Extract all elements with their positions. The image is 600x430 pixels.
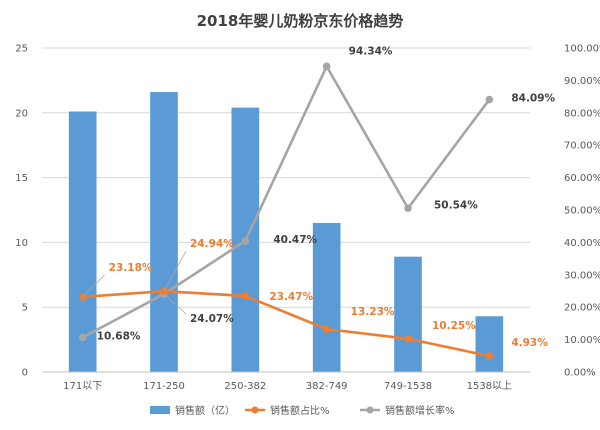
lines	[78, 62, 494, 360]
growth-leader	[163, 293, 187, 315]
share-leader	[82, 274, 105, 298]
x-tick-label: 749-1538	[384, 381, 432, 392]
share-data-label: 13.23%	[351, 306, 395, 318]
share-point	[241, 292, 250, 300]
y2-tick-label: 60.00%	[564, 173, 600, 184]
y2-tick-label: 40.00%	[564, 238, 600, 249]
x-tick-label: 382-749	[306, 381, 348, 392]
share-data-label: 4.93%	[511, 337, 548, 349]
legend: 销售额（亿） 销售额占比% 销售额增长率%	[150, 404, 455, 417]
share-data-label: 23.18%	[109, 262, 153, 274]
growth-data-label: 94.34%	[349, 45, 393, 57]
legend-marker	[251, 406, 259, 414]
x-tick-label: 171-250	[143, 381, 185, 392]
x-tick-label: 250-382	[224, 381, 266, 392]
growth-data-label: 10.68%	[97, 330, 141, 342]
legend-marker	[366, 406, 374, 414]
y2-tick-label: 90.00%	[564, 76, 600, 87]
growth-point	[404, 204, 412, 213]
share-data-label: 23.47%	[269, 291, 313, 303]
bar	[150, 92, 178, 373]
x-tick-label: 171以下	[63, 381, 102, 392]
y2-tick-label: 0.00%	[564, 368, 596, 379]
share-point	[404, 334, 412, 343]
legend-swatch	[150, 406, 170, 414]
growth-point	[322, 62, 331, 71]
bar	[394, 256, 422, 372]
y-axis-left: 0 5 10 15 20 25	[15, 44, 28, 379]
growth-data-label: 40.47%	[273, 234, 317, 246]
y2-tick-label: 70.00%	[564, 141, 600, 152]
y-tick-label: 25	[15, 44, 28, 55]
y-tick-label: 20	[15, 108, 28, 119]
y2-tick-label: 10.00%	[564, 335, 600, 346]
x-axis: 171以下 171-250 250-382 382-749 749-1538 1538以上	[42, 371, 530, 392]
legend-label: 销售额增长率%	[385, 404, 455, 417]
growth-point	[241, 237, 250, 245]
legend-label: 销售额（亿）	[175, 404, 235, 417]
y-tick-label: 15	[15, 173, 28, 184]
bar	[475, 316, 504, 372]
chart-title: 2018年婴儿奶粉京东价格趋势	[197, 12, 404, 30]
share-data-label: 24.94%	[190, 238, 234, 250]
data-labels: 23.18% 24.94% 23.47% 13.23% 10.25% 4.93% 10.68…	[82, 45, 556, 349]
bar	[312, 222, 341, 372]
growth-data-label: 50.54%	[434, 199, 478, 211]
y-tick-label: 0	[22, 368, 28, 379]
share-line	[82, 289, 490, 358]
growth-line	[82, 65, 491, 339]
growth-point	[485, 95, 494, 104]
legend-label: 销售额占比%	[270, 404, 330, 417]
y-tick-label: 10	[15, 238, 28, 249]
share-leader	[163, 251, 187, 292]
y2-tick-label: 80.00%	[564, 108, 600, 119]
share-point	[485, 352, 494, 360]
growth-point	[78, 333, 87, 342]
y-tick-label: 5	[22, 303, 28, 314]
y-axis-right: 0.00% 10.00% 20.00% 30.00% 40.00% 50.00% 60.00…	[564, 44, 600, 379]
share-data-label: 10.25%	[432, 320, 476, 332]
x-tick-label: 1538以上	[467, 380, 512, 392]
growth-data-label: 24.07%	[190, 313, 234, 325]
y2-tick-label: 20.00%	[564, 303, 600, 314]
growth-data-label: 84.09%	[511, 93, 555, 105]
y2-tick-label: 30.00%	[564, 270, 600, 281]
bar	[68, 111, 97, 372]
y2-tick-label: 50.00%	[564, 206, 600, 217]
share-point	[322, 325, 331, 333]
y2-tick-label: 100.00%	[564, 44, 600, 55]
